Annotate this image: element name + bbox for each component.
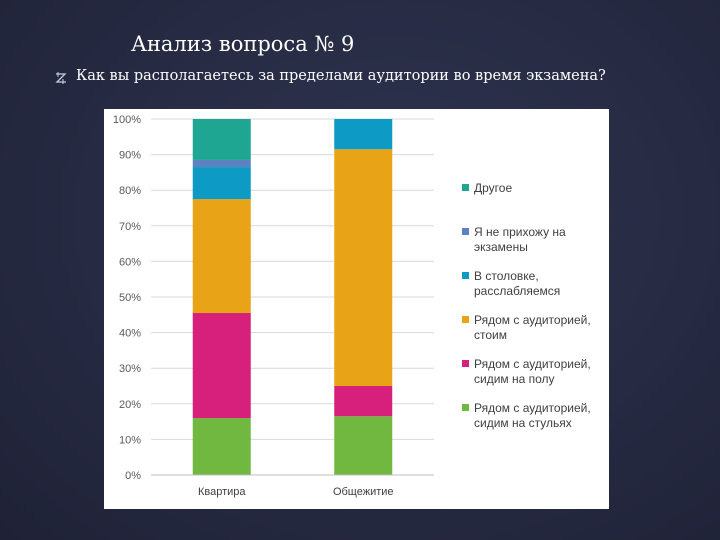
- z-shaped-bullet-icon: [55, 72, 67, 84]
- legend-label: Другое: [474, 181, 512, 195]
- legend-swatch: [462, 316, 469, 323]
- legend-label: Я не прихожу на экзамены: [474, 225, 566, 254]
- x-tick-label: Квартира: [198, 486, 246, 498]
- legend-label: В столовке, расслабляемся: [474, 269, 560, 298]
- legend-label: Рядом с аудиторией, сидим на полу: [474, 357, 591, 386]
- legend-swatch: [462, 404, 469, 411]
- y-tick-label: 70%: [119, 221, 141, 233]
- y-tick-label: 40%: [119, 328, 141, 340]
- bar-segment: [334, 416, 393, 475]
- bar-segment: [192, 159, 251, 168]
- y-tick-label: 0%: [125, 470, 141, 482]
- bar-segment: [192, 313, 251, 419]
- legend-swatch: [462, 272, 469, 279]
- x-tick-label: Общежитие: [333, 486, 394, 498]
- legend-label: Рядом с аудиторией, сидим на стульях: [474, 401, 591, 430]
- y-tick-label: 100%: [113, 114, 141, 126]
- legend-swatch: [462, 184, 469, 191]
- y-tick-label: 50%: [119, 292, 141, 304]
- y-tick-label: 60%: [119, 256, 141, 268]
- bar-segment: [334, 149, 393, 386]
- legend-swatch: [462, 228, 469, 235]
- bar-segment: [192, 418, 251, 475]
- question-text: Как вы располагаетесь за пределами аудит…: [76, 68, 606, 84]
- bar-segment: [334, 119, 393, 150]
- bar-segment: [192, 199, 251, 314]
- bar-segment: [192, 119, 251, 160]
- y-tick-label: 20%: [119, 399, 141, 411]
- y-tick-label: 80%: [119, 185, 141, 197]
- bar-segment: [334, 386, 393, 417]
- legend: Другое Я не прихожу на экзамены В столовке,…: [462, 181, 591, 430]
- y-tick-label: 90%: [119, 150, 141, 162]
- legend-label: Рядом с аудиторией, стоим: [474, 313, 591, 342]
- legend-swatch: [462, 360, 469, 367]
- stacked-bar-chart: 0% 10% 20% 30% 40% 50% 60% 70% 80% 90% 100% Квартир…: [113, 114, 591, 498]
- slide-title: Анализ вопроса № 9: [131, 32, 355, 56]
- chart-panel: 0% 10% 20% 30% 40% 50% 60% 70% 80% 90% 100% Квартир…: [104, 109, 609, 509]
- bars: [192, 119, 393, 475]
- axes: 0% 10% 20% 30% 40% 50% 60% 70% 80% 90% 100% Квартир…: [113, 114, 434, 498]
- question-bullet: Как вы располагаетесь за пределами аудит…: [54, 68, 714, 92]
- bar-segment: [192, 167, 251, 200]
- y-tick-label: 30%: [119, 363, 141, 375]
- y-tick-label: 10%: [119, 434, 141, 446]
